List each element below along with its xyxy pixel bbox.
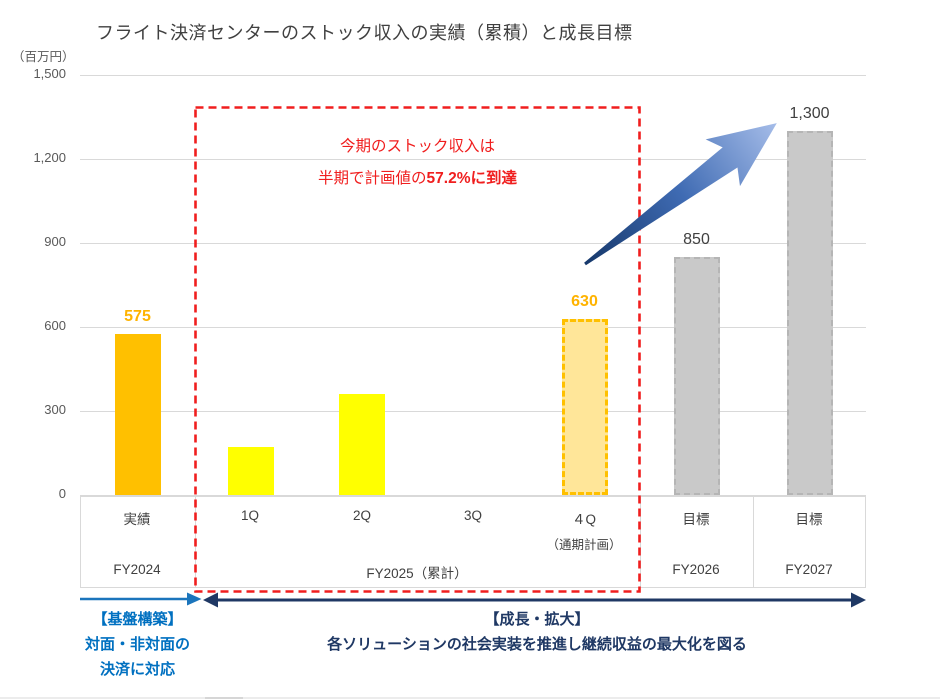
bar-value-label: 575 [124,308,151,325]
phase2-description: 【成長・拡大】 各ソリューションの社会実装を推進し継続収益の最大化を図る [202,607,872,657]
bottom-edge-segment [205,697,243,699]
annotation-line2-prefix: 半期で計画値の [318,170,427,187]
x-label-fy2026: FY2026 [672,562,720,577]
bar-FY2025（累計） [561,318,608,495]
bar-value-label: 1,300 [789,105,830,122]
x-label-4q-sub: （通期計画） [546,538,622,552]
bottom-edge-line [0,697,940,699]
annotation-line1: 今期のストック収入は [339,138,495,155]
bar-FY2024 [114,334,161,495]
gridline [80,411,866,412]
bar-value-label: 630 [571,292,598,310]
phase1-arrow-icon [80,592,202,606]
page-title: フライト決済センターのストック収入の実績（累積）と成長目標 [96,23,633,43]
x-label-2q: 2Q [352,508,371,523]
phase1-line2: 決済に対応 [99,661,175,678]
y-tick-label: 0 [58,486,66,501]
phase2-title: 【成長・拡大】 [484,611,590,628]
y-tick-label: 1,200 [33,150,66,165]
x-label-3q: 3Q [463,508,482,523]
bar-FY2027 [786,131,833,495]
x-label-fy2024: FY2024 [113,562,161,577]
gridline [80,159,866,160]
x-label-1q: 1Q [240,508,259,523]
y-tick-label: 900 [44,234,66,249]
gridline [80,243,866,244]
x-label-target-2026: 目標 [682,512,710,527]
x-label-fy2025: FY2025（累計） [366,566,468,581]
bar-FY2025（累計） [339,394,385,495]
x-axis-divider [753,496,754,588]
phase2-line: 各ソリューションの社会実装を推進し継続収益の最大化を図る [327,636,747,653]
y-axis-unit-label: （百万円） [12,50,75,64]
bar-FY2026 [673,257,720,495]
bar-FY2025（累計） [227,447,274,495]
annotation-line2-emphasis: 57.2%に到達 [426,170,517,187]
x-label-fy2027: FY2027 [785,562,833,577]
y-tick-label: 300 [44,402,66,417]
phase1-line1: 対面・非対面の [84,636,190,653]
x-label-target-2027: 目標 [795,512,823,527]
x-label-4q: ４Q [571,512,596,527]
gridline [80,75,866,76]
phase1-title: 【基盤構築】 [92,611,183,628]
y-tick-label: 600 [44,318,66,333]
phase1-description: 【基盤構築】 対面・非対面の 決済に対応 [55,607,220,682]
annotation-line2: 半期で計画値の57.2%に到達 [195,166,640,188]
bar-value-label: 850 [683,231,710,248]
phase2-arrow-icon [203,592,866,608]
gridline [80,327,866,328]
y-tick-label: 1,500 [33,66,66,81]
x-label-actual: 実績 [123,512,151,527]
